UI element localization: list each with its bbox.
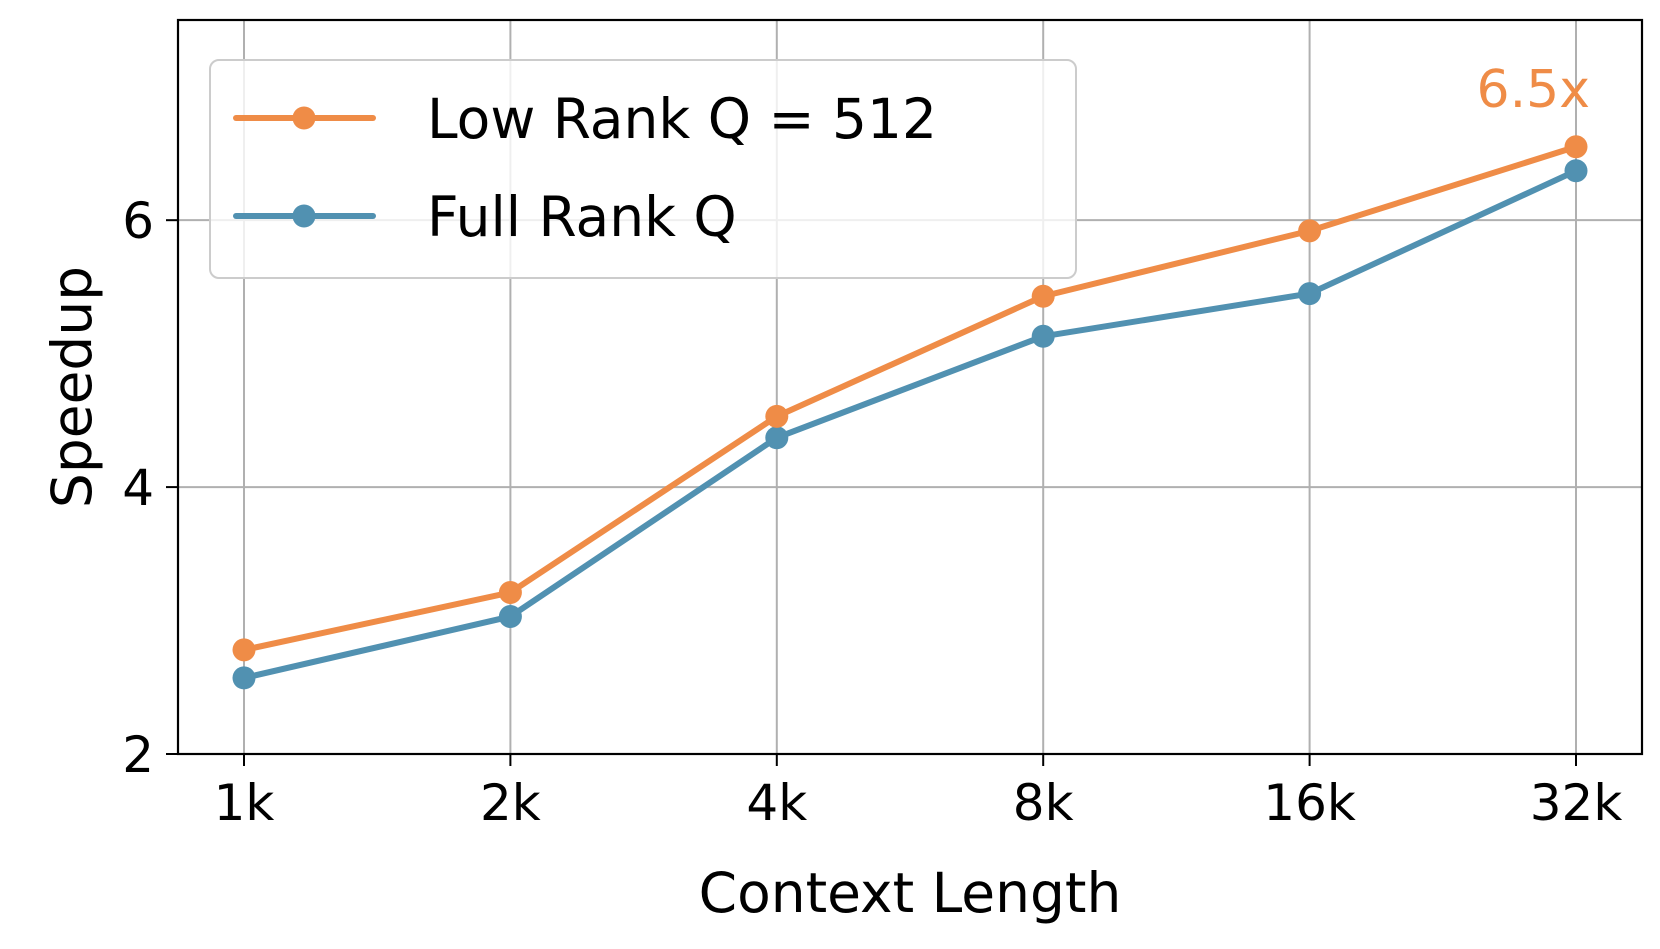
- plot-frame: [176, 18, 1644, 756]
- annotation-1: 6.5x: [1477, 60, 1590, 120]
- x-tick-label-2k: 2k: [480, 774, 541, 832]
- data-point-2-8k: [1031, 324, 1055, 348]
- data-point-2-16k: [1298, 282, 1322, 306]
- y-tick-label-2: 2: [122, 726, 154, 784]
- data-point-1-32k: [1564, 135, 1588, 159]
- data-point-1-4k: [765, 404, 789, 428]
- x-tick-label-32k: 32k: [1530, 774, 1623, 832]
- legend-label-2: Full Rank Q: [427, 185, 737, 249]
- legend-entry-2: Full Rank Q: [233, 185, 737, 249]
- y-axis-label: Speedup: [40, 266, 104, 508]
- x-tick-label-4k: 4k: [746, 774, 807, 832]
- axis-ticks: 1k 2k 4k 8k 16k 32k 2 4 6: [122, 192, 1622, 832]
- series-lines: [232, 135, 1588, 690]
- y-tick-label-6: 6: [122, 192, 154, 250]
- y-tick-label-4: 4: [122, 459, 154, 517]
- x-tick-label-16k: 16k: [1263, 774, 1356, 832]
- series-line-1: [241, 143, 1579, 653]
- data-point-1-16k: [1298, 219, 1322, 243]
- legend-label-1: Low Rank Q = 512: [427, 87, 937, 151]
- series-2: [232, 159, 1588, 690]
- series-1: [232, 135, 1588, 662]
- legend-box: [209, 59, 1077, 279]
- data-point-1-2k: [498, 581, 522, 605]
- series-line-2: [241, 167, 1579, 681]
- data-point-1-1k: [232, 638, 256, 662]
- x-tick-label-1k: 1k: [214, 774, 275, 832]
- data-point-2-4k: [765, 426, 789, 450]
- x-tick-label-8k: 8k: [1013, 774, 1074, 832]
- x-axis-label: Context Length: [699, 861, 1122, 925]
- data-point-2-1k: [232, 666, 256, 690]
- data-point-1-8k: [1031, 284, 1055, 308]
- legend: Low Rank Q = 512 Full Rank Q: [209, 59, 1077, 279]
- data-point-2-32k: [1564, 159, 1588, 183]
- data-point-2-2k: [498, 605, 522, 629]
- annotations: 6.5x: [1477, 60, 1590, 120]
- legend-entry-1: Low Rank Q = 512: [233, 87, 937, 151]
- legend-marker-2: [292, 204, 316, 228]
- legend-marker-1: [292, 106, 316, 130]
